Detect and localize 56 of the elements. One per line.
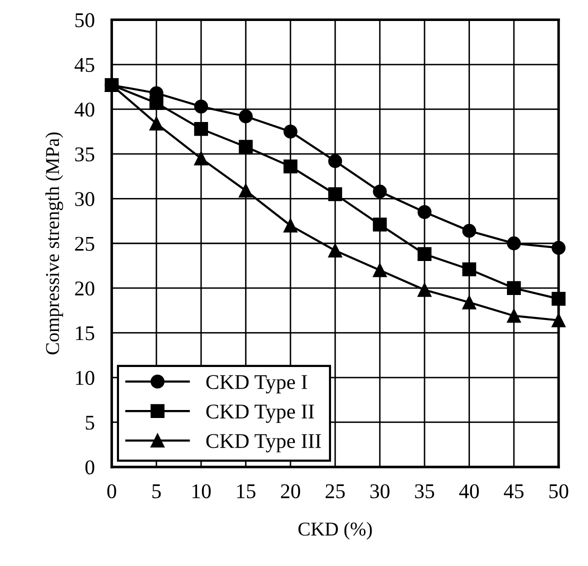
y-tick-label: 35	[75, 147, 94, 162]
x-tick-label: 45	[504, 484, 524, 498]
legend-label: CKD Type II	[206, 404, 314, 423]
y-tick-label: 30	[75, 192, 94, 206]
y-tick-label: 50	[75, 13, 94, 28]
point	[194, 100, 208, 114]
point	[238, 184, 253, 198]
y-axis-title: Compressive strength (MPa)	[45, 132, 64, 354]
x-tick-label: 40	[459, 484, 479, 498]
x-tick-label: 15	[237, 484, 256, 498]
point	[238, 109, 253, 124]
point	[284, 160, 298, 174]
point	[284, 218, 298, 232]
y-tick-label: 45	[74, 58, 94, 72]
x-tick-label: 0	[107, 484, 116, 498]
legend-label: CKD Type I	[206, 375, 308, 394]
point	[372, 184, 387, 198]
point	[552, 292, 566, 306]
point	[552, 240, 566, 255]
point	[418, 282, 432, 297]
y-tick-label: 0	[85, 460, 94, 474]
y-tick-label: 40	[74, 102, 94, 117]
x-tick-label: 35	[415, 484, 434, 498]
x-tick-label: 50	[549, 484, 568, 498]
x-tick-label: 25	[326, 484, 345, 498]
point	[328, 187, 342, 202]
x-tick-label: 10	[192, 484, 211, 498]
point	[149, 116, 164, 130]
point	[418, 205, 432, 220]
point	[462, 262, 476, 276]
point	[372, 218, 387, 232]
y-tick-label: 25	[75, 236, 94, 251]
point	[462, 224, 476, 238]
point	[372, 263, 387, 278]
point	[506, 281, 521, 296]
point	[328, 244, 342, 258]
x-tick-label: 20	[280, 484, 300, 498]
point	[328, 154, 342, 168]
y-tick-label: 10	[76, 370, 94, 385]
legend-label: CKD Type III	[206, 434, 321, 452]
point	[418, 247, 432, 262]
point	[506, 236, 521, 250]
y-tick-label: 5	[86, 416, 94, 430]
point	[552, 313, 566, 328]
point	[506, 308, 521, 323]
point	[194, 151, 208, 166]
y-tick-label: 15	[76, 326, 94, 340]
x-axis-title: CKD (%)	[298, 522, 372, 540]
x-tick-label: 5	[152, 484, 161, 498]
point	[284, 124, 298, 139]
point	[149, 96, 164, 110]
x-tick-label: 30	[370, 484, 390, 498]
point	[462, 295, 476, 310]
point	[194, 122, 208, 136]
point	[238, 140, 253, 154]
y-tick-label: 20	[75, 281, 94, 296]
